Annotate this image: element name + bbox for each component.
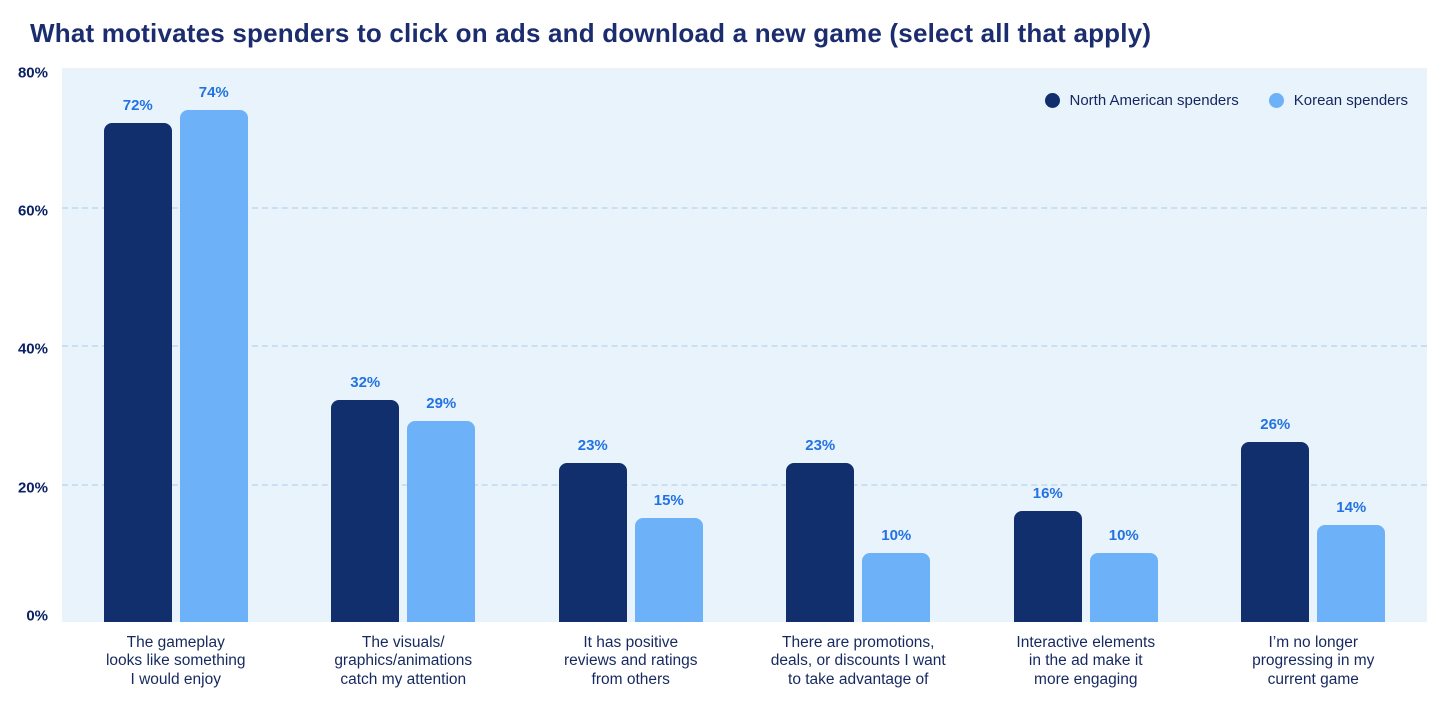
- bar-north-american-group-5: [1013, 511, 1082, 622]
- gridline-20: [62, 483, 1427, 486]
- bar-korean-group-2: [407, 421, 476, 622]
- bar-value-label: 72%: [122, 97, 153, 115]
- category-label-1: The gameplay looks like something I would …: [46, 634, 306, 689]
- category-label-line: Interactive elements: [1016, 634, 1156, 651]
- category-label-line: It has positive: [583, 634, 679, 651]
- category-label-line: more engaging: [1034, 670, 1138, 688]
- category-label-line: from others: [591, 670, 670, 688]
- category-label-line: The gameplay: [126, 634, 225, 651]
- bar-korean-group-3: [634, 518, 703, 622]
- plot-area: 0% 20% 40% 60% 80% 72% 74% 32% 29% 23% 15% 23% 10% 1…: [18, 65, 1427, 625]
- bar-north-american-group-2: [331, 400, 400, 622]
- legend-label: Korean spenders: [1293, 92, 1408, 109]
- chart-title: What motivates spenders to click on ads …: [30, 18, 1152, 48]
- category-label-line: to take advantage of: [788, 670, 929, 688]
- legend-item-north-american: North American spenders: [1044, 92, 1239, 109]
- category-label-line: graphics/animations: [334, 652, 473, 670]
- category-label-2: The visuals/graphics/animations catch my …: [273, 634, 533, 689]
- bar-korean-group-4: [862, 552, 931, 622]
- category-label-line: I would enjoy: [130, 670, 221, 688]
- bar-value-label: 10%: [1108, 526, 1139, 544]
- category-label-line: There are promotions,: [782, 634, 935, 651]
- bar-value-label: 23%: [577, 436, 608, 454]
- bar-value-label: 14%: [1336, 499, 1367, 517]
- category-label-line: progressing in my: [1252, 652, 1375, 670]
- gridline-40: [62, 345, 1427, 347]
- category-label-3: It has positive reviews and ratings from o…: [501, 634, 761, 689]
- category-label-line: in the ad make it: [1028, 652, 1143, 670]
- category-label-line: The visuals/: [361, 634, 445, 651]
- category-label-line: looks like something: [105, 652, 246, 670]
- legend-item-korean: Korean spenders: [1268, 92, 1408, 109]
- y-tick-label-0: 0%: [26, 607, 48, 625]
- gridline-60: [62, 206, 1427, 209]
- bar-north-american-group-4: [786, 462, 855, 622]
- category-label-line: deals, or discounts I want: [770, 652, 946, 670]
- x-axis-category-labels: The gameplay looks like something I would …: [62, 634, 1427, 714]
- bar-value-label: 10%: [881, 526, 912, 544]
- bar-value-label: 29%: [426, 395, 457, 413]
- y-tick-label-20: 20%: [17, 479, 48, 496]
- bar-korean-group-1: [179, 109, 248, 622]
- y-tick-label-60: 60%: [17, 202, 48, 219]
- legend-swatch-circle-icon: [1268, 93, 1284, 108]
- category-label-4: There are promotions, deals, or discounts…: [728, 634, 988, 689]
- y-tick-label-40: 40%: [17, 340, 48, 358]
- bar-north-american-group-3: [558, 462, 627, 622]
- bar-value-label: 74%: [198, 83, 229, 101]
- bar-korean-group-6: [1317, 525, 1386, 622]
- category-label-line: current game: [1267, 670, 1359, 688]
- bar-north-american-group-6: [1241, 441, 1310, 622]
- category-label-5: Interactive elements in the ad make it mor…: [956, 634, 1216, 689]
- bar-value-label: 15%: [653, 492, 684, 510]
- category-label-6: I’m no longer progressing in my current ga…: [1183, 634, 1443, 689]
- legend-swatch-circle-icon: [1044, 93, 1060, 108]
- bar-korean-group-5: [1089, 552, 1158, 622]
- bar-north-american-group-1: [103, 123, 172, 622]
- category-label-line: reviews and ratings: [563, 652, 698, 670]
- category-label-line: catch my attention: [340, 670, 467, 688]
- legend: North American spenders Korean spenders: [1044, 92, 1408, 109]
- bar-value-label: 26%: [1260, 415, 1291, 433]
- bar-value-label: 16%: [1032, 485, 1063, 503]
- category-label-line: I’m no longer: [1268, 634, 1359, 651]
- legend-label: North American spenders: [1069, 92, 1239, 109]
- bar-value-label: 32%: [350, 374, 381, 392]
- bar-value-label: 23%: [805, 436, 836, 454]
- y-tick-label-80: 80%: [17, 64, 48, 82]
